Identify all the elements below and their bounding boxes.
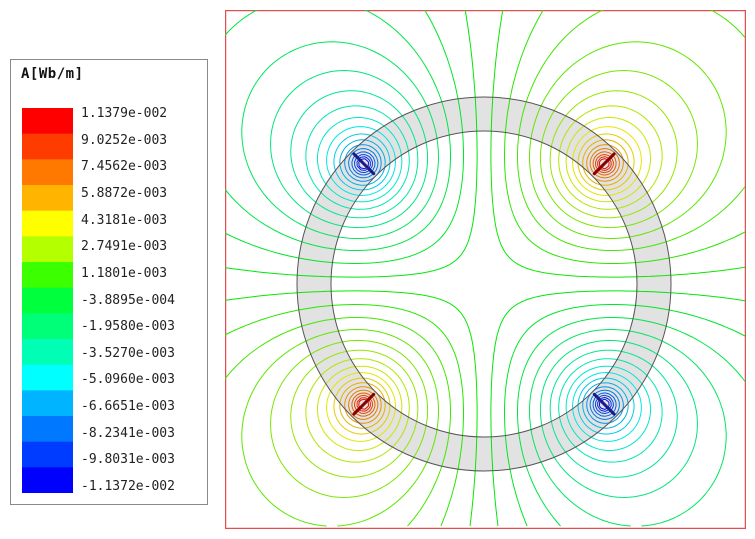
contour-line bbox=[225, 10, 746, 527]
contour-line bbox=[333, 133, 635, 435]
contour-line bbox=[270, 70, 698, 498]
conductor-mark bbox=[592, 152, 616, 176]
contour-line bbox=[225, 10, 746, 527]
color-swatch bbox=[22, 313, 73, 340]
color-swatch bbox=[22, 339, 73, 366]
legend-tick-label: 1.1379e-002 bbox=[81, 106, 168, 121]
contour-line bbox=[241, 41, 727, 527]
legend-panel: A[Wb/m] 1.1379e-002 9.0252e-003 7.4562e-00… bbox=[10, 59, 208, 505]
contour-line bbox=[326, 126, 642, 442]
contour-line bbox=[225, 10, 746, 527]
legend-tick-label: -3.8895e-004 bbox=[81, 292, 175, 308]
color-swatch bbox=[22, 185, 73, 212]
color-swatch bbox=[22, 390, 73, 417]
ring-outer-edge bbox=[296, 96, 672, 472]
legend-title: A[Wb/m] bbox=[21, 66, 84, 82]
conductor-mark bbox=[352, 392, 376, 416]
color-swatch bbox=[22, 236, 73, 263]
legend-tick-label: -5.0960e-003 bbox=[81, 372, 175, 388]
color-swatch bbox=[22, 159, 73, 186]
conductor-mark bbox=[592, 392, 616, 416]
legend-tick-label: -9.8031e-003 bbox=[81, 452, 175, 468]
contour-line bbox=[316, 117, 652, 452]
legend-tick-label: 2.7491e-003 bbox=[81, 239, 168, 255]
legend-tick-label: 7.4562e-003 bbox=[81, 159, 168, 175]
conductor-mark bbox=[352, 152, 376, 176]
contour-line bbox=[290, 90, 678, 478]
contour-line bbox=[348, 148, 620, 420]
contour-line bbox=[316, 116, 652, 451]
color-swatch bbox=[22, 441, 73, 468]
ring-inner-edge bbox=[330, 130, 638, 438]
contour-line bbox=[326, 126, 642, 442]
color-swatch bbox=[22, 210, 73, 237]
contour-line bbox=[241, 41, 727, 527]
legend-tick-label: -3.5270e-003 bbox=[81, 345, 175, 361]
contour-line bbox=[356, 156, 612, 412]
color-swatch bbox=[22, 416, 73, 443]
contour-line bbox=[225, 10, 746, 527]
color-swatch bbox=[22, 133, 73, 160]
contour-line bbox=[270, 70, 698, 498]
color-swatch bbox=[22, 262, 73, 289]
contour-plot bbox=[225, 10, 746, 529]
contour-line bbox=[290, 90, 678, 478]
legend-tick-label: 1.1801e-003 bbox=[81, 265, 168, 281]
color-bar bbox=[22, 108, 73, 493]
color-swatch bbox=[22, 364, 73, 391]
color-swatch bbox=[22, 287, 73, 314]
contour-line bbox=[225, 10, 746, 527]
legend-tick-label: -1.9580e-003 bbox=[81, 319, 175, 335]
legend-tick-label: -6.6651e-003 bbox=[81, 399, 175, 415]
legend-tick-label: 4.3181e-003 bbox=[81, 212, 168, 228]
color-swatch bbox=[22, 108, 73, 135]
legend-tick-label: 9.0252e-003 bbox=[81, 132, 168, 148]
contour-line bbox=[305, 105, 663, 463]
contour-line bbox=[351, 151, 617, 417]
legend-tick-label: -1.1372e-002 bbox=[81, 479, 175, 494]
contour-line bbox=[305, 105, 663, 463]
contour-line bbox=[339, 139, 629, 429]
contour-line bbox=[356, 156, 612, 412]
contour-line bbox=[339, 139, 629, 429]
legend-tick-label: 5.8872e-003 bbox=[81, 185, 168, 201]
legend-tick-label: -8.2341e-003 bbox=[81, 425, 175, 441]
contour-line bbox=[333, 133, 635, 435]
color-swatch bbox=[22, 467, 73, 493]
contour-line bbox=[344, 144, 624, 424]
